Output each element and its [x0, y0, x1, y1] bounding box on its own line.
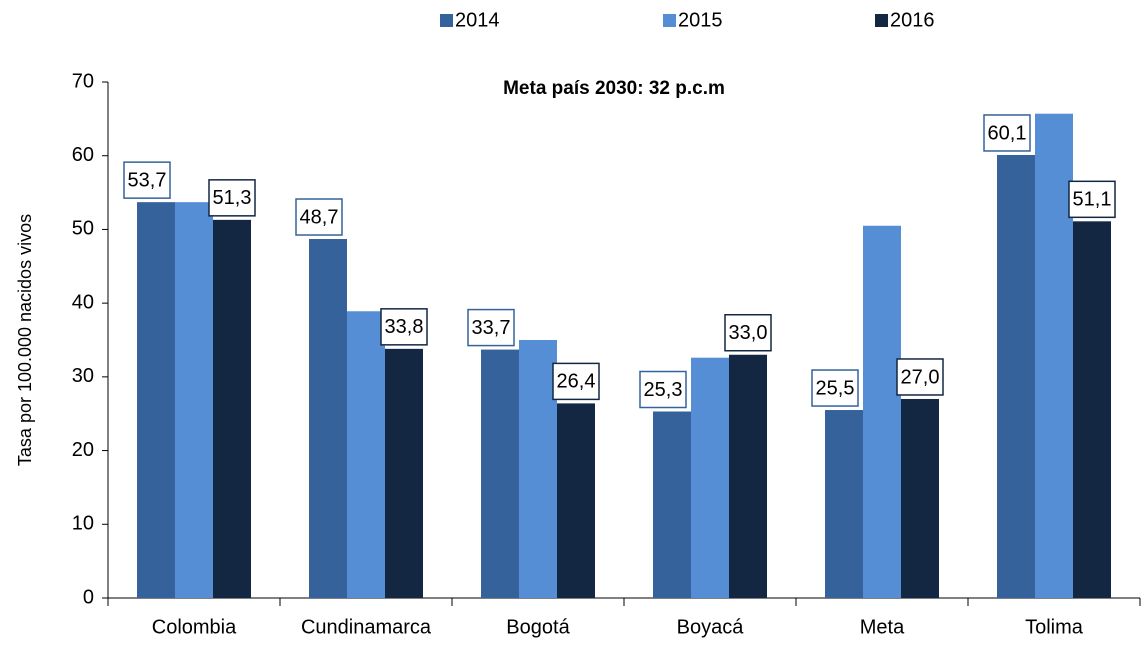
bar [213, 219, 251, 599]
value-label-box [724, 313, 772, 352]
y-tick-label: 0 [83, 586, 94, 608]
value-label-box [123, 161, 171, 199]
bar [385, 348, 423, 598]
y-tick-label: 60 [72, 144, 94, 166]
value-label-box [208, 179, 256, 217]
bar [347, 311, 385, 598]
value-label: 53,7 [128, 169, 167, 191]
bar [691, 357, 729, 598]
value-label-box [295, 198, 343, 236]
value-label-box [639, 370, 687, 409]
legend-swatch [875, 14, 888, 27]
bar [309, 239, 347, 599]
legend-label: 2015 [678, 9, 723, 31]
x-tick-label: Tolima [1025, 616, 1084, 638]
x-tick-label: Colombia [152, 616, 237, 638]
value-label-box [811, 369, 859, 407]
value-label: 27,0 [901, 366, 940, 388]
legend-swatch [663, 14, 676, 27]
y-tick-label: 30 [72, 365, 94, 387]
chart-title: Meta país 2030: 32 p.c.m [503, 78, 725, 99]
bar [997, 154, 1035, 598]
bar [137, 202, 175, 598]
bar [519, 340, 557, 598]
legend-swatch [440, 14, 453, 27]
x-tick-label: Meta [860, 616, 905, 638]
value-label-box [1068, 180, 1116, 219]
y-tick-label: 10 [72, 513, 94, 535]
value-label-box [983, 114, 1031, 152]
bar [175, 202, 213, 598]
bar [481, 349, 519, 598]
y-tick-label: 70 [72, 70, 94, 92]
value-label: 33,0 [729, 322, 768, 344]
bar [1073, 221, 1111, 598]
value-label: 60,1 [988, 122, 1027, 144]
y-axis-label: Tasa por 100.000 nacidos vivos [15, 214, 35, 466]
x-tick-label: Boyacá [677, 616, 745, 638]
value-label: 51,3 [213, 187, 252, 209]
value-label: 33,8 [385, 316, 424, 338]
bar [901, 398, 939, 598]
value-label-box [896, 358, 944, 396]
y-tick-label: 40 [72, 291, 94, 313]
bar [825, 410, 863, 598]
bar [729, 354, 767, 598]
value-label-box [380, 308, 428, 346]
x-tick-label: Cundinamarca [301, 616, 432, 638]
value-label: 33,7 [472, 317, 511, 339]
legend-label: 2016 [890, 9, 935, 31]
value-label: 26,4 [557, 371, 596, 393]
value-label: 48,7 [300, 206, 339, 228]
y-tick-label: 50 [72, 218, 94, 240]
bar [1035, 113, 1073, 598]
legend-label: 2014 [455, 9, 500, 31]
bar [863, 225, 901, 598]
value-label: 25,5 [816, 377, 855, 399]
x-tick-label: Bogotá [506, 616, 570, 638]
value-label-box [467, 308, 515, 347]
value-label: 25,3 [644, 379, 683, 401]
y-tick-label: 20 [72, 439, 94, 461]
value-label-box [552, 362, 600, 401]
value-label: 51,1 [1073, 189, 1112, 211]
bar [653, 411, 691, 598]
bar [557, 403, 595, 598]
